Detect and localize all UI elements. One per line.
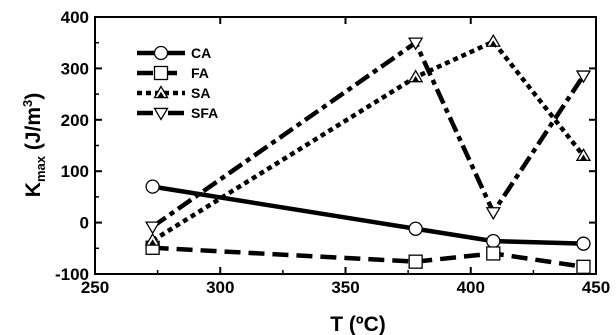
data-point (576, 259, 591, 274)
y-axis-title-unit: (J/m (22, 107, 45, 156)
data-point-fill (149, 239, 157, 246)
legend-label: FA (191, 65, 209, 81)
y-axis-title: Kmax (J/m3) (20, 93, 48, 197)
series-fa (145, 240, 591, 274)
data-point (145, 179, 160, 194)
legend-label: SFA (191, 105, 218, 121)
x-tick-label: 350 (331, 278, 359, 297)
series-line (151, 39, 586, 229)
series-sfa (144, 37, 592, 235)
data-point (144, 221, 161, 235)
y-axis-title-close: ) (22, 93, 45, 100)
data-point (408, 254, 423, 269)
x-tick-label: 250 (81, 278, 109, 297)
data-point-fill (489, 40, 497, 47)
series-layer (144, 33, 592, 274)
series-line (151, 38, 586, 243)
x-tick-label: 450 (582, 278, 610, 297)
data-point (153, 65, 169, 81)
series-line (152, 245, 584, 270)
axes: 250 300 350 400 450 -100 0 100 200 300 400 (55, 8, 610, 297)
y-tick-label: 0 (80, 214, 89, 233)
x-axis-title: T (ºC) (330, 313, 385, 335)
legend: CA FA SA SFA (137, 45, 218, 121)
legend-item-ca: CA (137, 45, 211, 61)
data-point (408, 221, 423, 236)
series-sa (144, 33, 592, 246)
y-axis-title-sup: 3 (20, 100, 35, 107)
legend-label: CA (191, 45, 211, 61)
y-tick-label: 100 (61, 162, 89, 181)
data-point (486, 233, 501, 249)
series-line (152, 184, 584, 246)
data-point (486, 246, 501, 261)
data-point-fill (412, 75, 420, 82)
y-tick-label: 300 (61, 59, 89, 78)
x-tick-label: 300 (206, 278, 234, 297)
series-ca (145, 179, 591, 251)
y-axis-title-main: K (22, 182, 45, 197)
legend-item-sa: SA (137, 85, 210, 101)
data-point (153, 107, 169, 121)
legend-item-fa: FA (137, 65, 209, 81)
data-point (575, 70, 592, 84)
legend-item-sfa: SFA (137, 105, 218, 121)
x-tick-label: 400 (457, 278, 485, 297)
data-point-fill (579, 154, 588, 161)
data-point (485, 207, 501, 221)
legend-label: SA (191, 85, 210, 101)
y-tick-label: 200 (61, 111, 89, 130)
data-point-fill (157, 91, 165, 98)
data-point (408, 37, 424, 51)
data-point (576, 236, 591, 251)
y-axis-title-sub: max (33, 155, 48, 182)
plot-frame (94, 16, 597, 275)
y-tick-label: -100 (55, 265, 89, 284)
data-point (153, 45, 169, 61)
y-tick-label: 400 (61, 8, 89, 27)
